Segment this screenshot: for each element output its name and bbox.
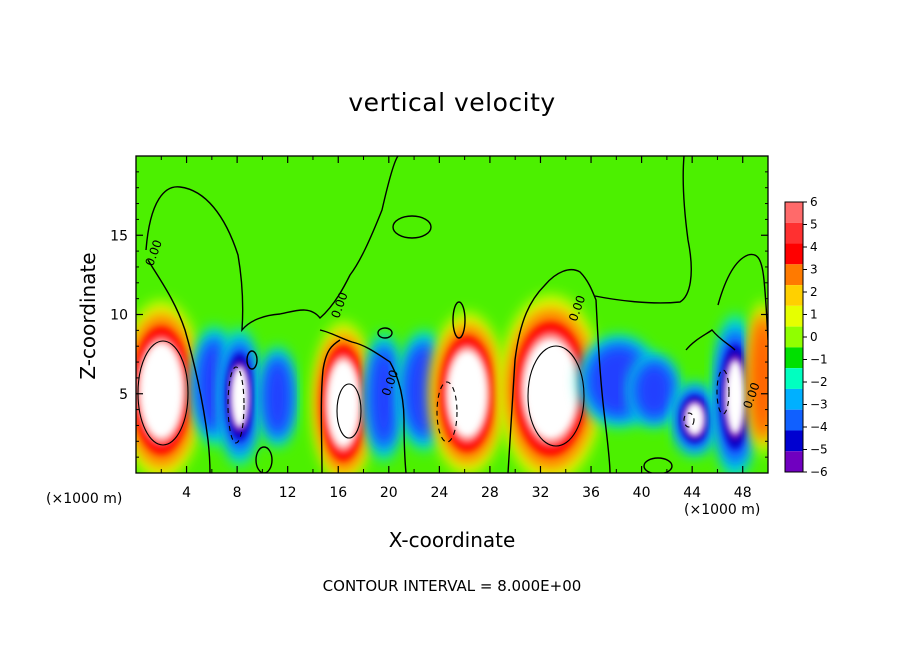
colorbar-label-8: −2 bbox=[810, 375, 828, 389]
zero-contour-mid bbox=[319, 329, 407, 473]
colorbar-swatch-3 bbox=[785, 264, 803, 286]
velocity-cells bbox=[136, 294, 768, 473]
x-unit-label: (×1000 m) bbox=[684, 502, 761, 518]
velocity-cell-13-level-2 bbox=[751, 318, 768, 438]
colorbar-swatch-5 bbox=[785, 305, 803, 327]
zero-contours bbox=[145, 156, 768, 473]
updraft-contour-left bbox=[137, 340, 189, 446]
velocity-cell-2-level-5 bbox=[230, 365, 249, 429]
velocity-cell-11-level-5 bbox=[684, 402, 705, 436]
zero-contour-island-small2 bbox=[246, 350, 258, 370]
velocity-cell-5-level-2 bbox=[370, 348, 398, 445]
downdraft-contour-4 bbox=[683, 412, 695, 428]
x-tick-label-11: 48 bbox=[734, 485, 752, 501]
colorbar-swatch-8 bbox=[785, 368, 803, 389]
velocity-cell-0 bbox=[136, 300, 203, 473]
colorbar-label-1: 5 bbox=[810, 218, 818, 232]
zero-contour-island-mid bbox=[452, 301, 466, 339]
x-tick-label-6: 28 bbox=[481, 485, 499, 501]
updraft-downdraft-contours bbox=[137, 340, 730, 447]
updraft-contour-right bbox=[527, 345, 585, 447]
y-unit-label: (×1000 m) bbox=[46, 491, 123, 507]
colorbar-swatch-11 bbox=[785, 430, 803, 452]
colorbar-swatch-0 bbox=[785, 202, 803, 223]
x-axis-ticks: 4 8 12 16 20 24 28 32 36 40 44 48 bbox=[160, 156, 752, 501]
colorbar-label-10: −4 bbox=[810, 420, 828, 434]
colorbar-swatch-6 bbox=[785, 326, 803, 348]
x-tick-label-10: 44 bbox=[683, 485, 701, 501]
colorbar-label-9: −3 bbox=[810, 398, 828, 412]
zero-contour-island-small3 bbox=[255, 446, 273, 473]
x-tick-label-8: 36 bbox=[582, 485, 600, 501]
zero-contour-island-upper bbox=[392, 215, 432, 239]
x-tick-label-9: 40 bbox=[633, 485, 651, 501]
plot-area: 0.000.000.000.000.00 bbox=[136, 156, 768, 473]
colorbar-swatch-10 bbox=[785, 409, 803, 431]
colorbar-label-3: 3 bbox=[810, 263, 818, 277]
velocity-cell-7-level-5 bbox=[447, 350, 488, 438]
y-axis-ticks: 5 10 15 bbox=[110, 171, 768, 458]
colorbar-swatch-9 bbox=[785, 388, 803, 410]
colorbar-label-5: 1 bbox=[810, 308, 818, 322]
colorbar-label-2: 4 bbox=[810, 240, 818, 254]
zero-contour-upper-right bbox=[594, 156, 692, 304]
velocity-cell-10-level-2 bbox=[635, 363, 674, 418]
contour-interval-note: CONTOUR INTERVAL = 8.000E+00 bbox=[322, 577, 582, 595]
y-tick-label-2: 15 bbox=[110, 228, 128, 244]
zero-contour-island-small4 bbox=[643, 457, 673, 473]
zero-contour-island-small1 bbox=[377, 327, 393, 339]
colorbar-label-6: 0 bbox=[810, 330, 818, 344]
updraft-contour-center bbox=[336, 383, 362, 439]
velocity-cell-10 bbox=[628, 353, 680, 428]
downdraft-contour-2 bbox=[436, 381, 458, 443]
y-tick-label-0: 5 bbox=[119, 387, 128, 403]
x-tick-label-7: 32 bbox=[532, 485, 550, 501]
chart-title: vertical velocity bbox=[348, 88, 556, 117]
x-tick-label-5: 24 bbox=[430, 485, 448, 501]
colorbar-swatch-2 bbox=[785, 243, 803, 265]
zero-contour-far-right bbox=[717, 253, 768, 341]
zero-contour-left-plume bbox=[145, 156, 399, 333]
colorbar-swatch-1 bbox=[785, 222, 803, 244]
velocity-cell-0-level-5 bbox=[139, 342, 184, 439]
zero-contour-center-left bbox=[320, 339, 341, 473]
velocity-cell-5 bbox=[365, 332, 403, 462]
x-tick-label-0: 4 bbox=[182, 485, 191, 501]
velocity-cell-8-level-5 bbox=[523, 338, 578, 440]
colorbar-label-0: 6 bbox=[810, 195, 818, 209]
velocity-cell-13 bbox=[747, 300, 768, 455]
velocity-cell-3-level-2 bbox=[263, 359, 292, 435]
colorbar-swatch-7 bbox=[785, 347, 803, 369]
x-tick-label-4: 20 bbox=[380, 485, 398, 501]
velocity-cell-3 bbox=[259, 346, 296, 448]
zero-contour-left-descent bbox=[147, 259, 211, 473]
x-tick-label-2: 12 bbox=[279, 485, 297, 501]
zero-contour-far-right-lower bbox=[685, 329, 736, 351]
velocity-cell-2 bbox=[219, 327, 260, 466]
x-axis-label: X-coordinate bbox=[388, 528, 516, 552]
downdraft-contour-1 bbox=[227, 366, 245, 444]
zero-contour-right-plume bbox=[507, 268, 611, 473]
x-tick-label-3: 16 bbox=[329, 485, 347, 501]
velocity-cell-4 bbox=[312, 321, 375, 473]
velocity-cell-7 bbox=[429, 312, 505, 473]
colorbar-label-7: −1 bbox=[810, 353, 828, 367]
colorbar-label-4: 2 bbox=[810, 285, 818, 299]
velocity-cell-12 bbox=[713, 314, 758, 473]
colorbar: 6 5 4 3 2 1 0 −1 −2 −3 −4 −5 −6 bbox=[784, 195, 828, 479]
colorbar-swatch-4 bbox=[785, 285, 803, 306]
colorbar-label-11: −5 bbox=[810, 443, 828, 457]
x-tick-label-1: 8 bbox=[233, 485, 242, 501]
velocity-cell-11 bbox=[672, 382, 717, 456]
colorbar-swatch-12 bbox=[785, 451, 803, 472]
downdraft-contour-3 bbox=[716, 369, 730, 415]
y-tick-label-1: 10 bbox=[110, 308, 128, 324]
colorbar-label-12: −6 bbox=[810, 465, 828, 479]
velocity-cell-12-level-5 bbox=[725, 359, 746, 435]
velocity-cell-4-level-5 bbox=[326, 359, 360, 447]
